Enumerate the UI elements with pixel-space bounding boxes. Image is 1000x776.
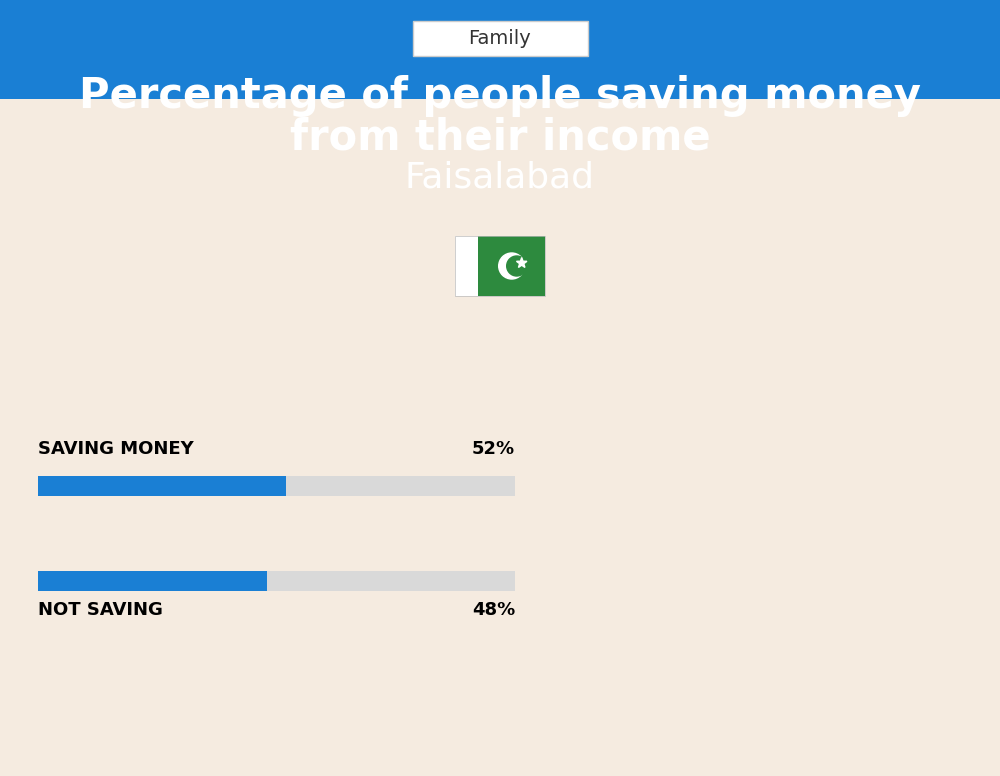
Bar — [38, 571, 267, 591]
Circle shape — [499, 253, 525, 279]
Text: Percentage of people saving money: Percentage of people saving money — [79, 75, 921, 117]
Text: from their income: from their income — [290, 117, 710, 159]
Circle shape — [507, 256, 527, 276]
Text: NOT SAVING: NOT SAVING — [38, 601, 163, 619]
Polygon shape — [516, 258, 527, 268]
Bar — [455, 236, 545, 296]
Text: 52%: 52% — [472, 440, 515, 458]
Text: Family: Family — [469, 29, 531, 47]
Bar — [478, 236, 545, 296]
Text: Faisalabad: Faisalabad — [405, 161, 595, 195]
Text: 48%: 48% — [472, 601, 515, 619]
Bar — [38, 571, 515, 591]
Bar — [38, 476, 515, 496]
Polygon shape — [0, 0, 1000, 99]
FancyBboxPatch shape — [413, 20, 588, 56]
Text: SAVING MONEY: SAVING MONEY — [38, 440, 194, 458]
Bar — [38, 476, 286, 496]
Bar — [455, 236, 478, 296]
